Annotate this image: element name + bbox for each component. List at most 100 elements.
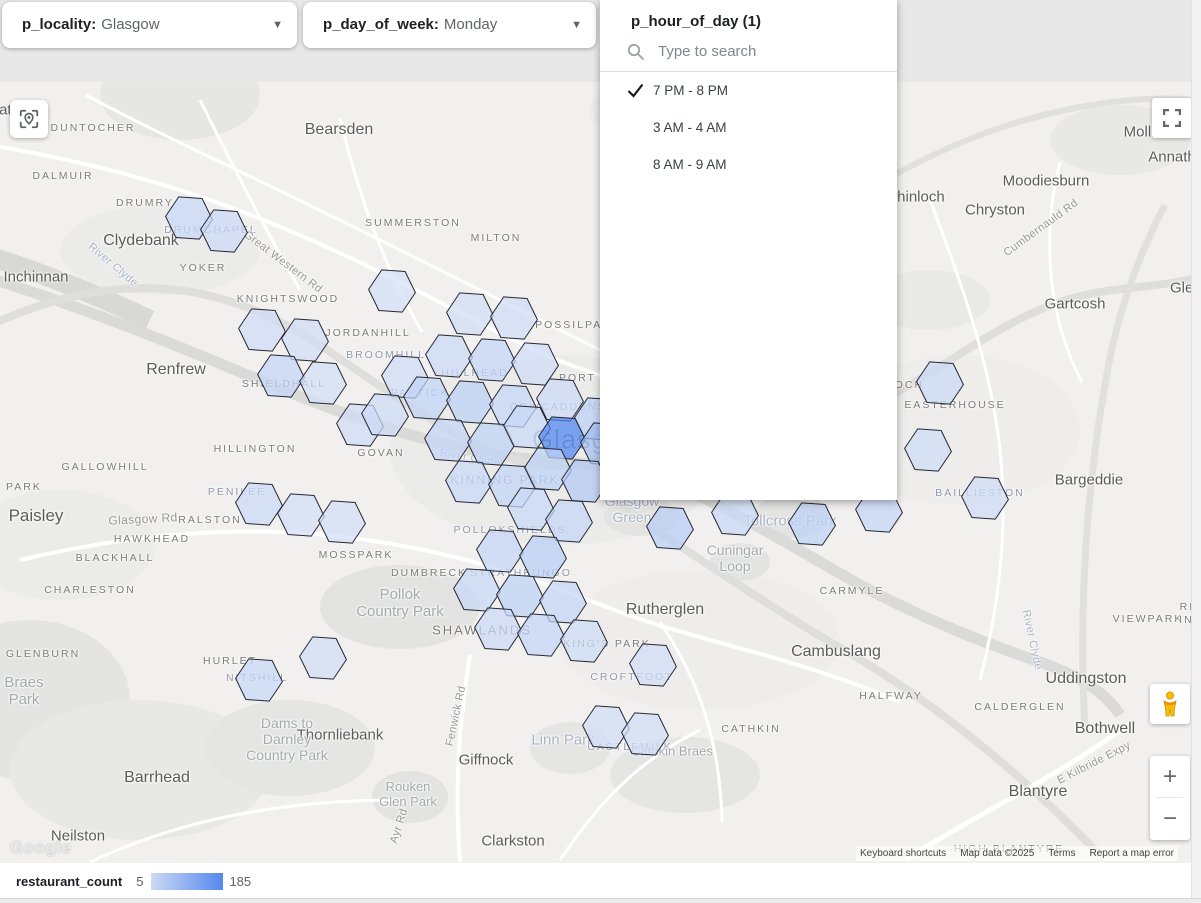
map-label: CHARLESTON xyxy=(44,584,136,596)
map-label: HILLINGTON xyxy=(213,443,297,455)
vertical-scrollbar[interactable] xyxy=(1191,0,1201,903)
zoom-out-button[interactable]: − xyxy=(1162,804,1177,832)
map-label: Rouken Glen Park xyxy=(379,779,437,809)
map-label: River Clyde xyxy=(438,446,502,470)
fullscreen-icon xyxy=(1163,109,1181,127)
map-label: DUNTOCHER xyxy=(50,122,136,134)
map-label: Gartcosh xyxy=(1044,295,1106,313)
panel-divider xyxy=(600,71,897,72)
map-background xyxy=(0,0,1192,863)
map-label: Glenboig xyxy=(1169,279,1192,297)
map-label: DUMBRECK xyxy=(390,567,468,579)
map-label: Annathill xyxy=(1148,148,1192,166)
filter-locality-sep: : xyxy=(91,16,97,33)
check-icon xyxy=(627,83,653,98)
search-input[interactable] xyxy=(656,42,860,61)
map-label: DALMUIR xyxy=(32,170,94,182)
report-error-link[interactable]: Report a map error xyxy=(1089,848,1174,859)
filter-locality[interactable]: p_locality: Glasgow ▼ xyxy=(2,2,297,48)
hour-option-label: 8 AM - 9 AM xyxy=(653,157,727,172)
filter-day-sep: : xyxy=(433,16,439,33)
hour-option-1[interactable]: 3 AM - 4 AM xyxy=(600,109,897,146)
map-label: HURLET xyxy=(202,655,258,667)
map-label: VIEWPARK xyxy=(1112,613,1184,625)
map-label: E PARK xyxy=(6,481,42,493)
map-label: Great Western Rd xyxy=(241,228,325,296)
map-attribution: Keyboard shortcuts Map data ©2025 Terms … xyxy=(856,846,1178,861)
map-label: RALSTON xyxy=(178,514,242,526)
map-label: CATHKIN xyxy=(721,723,781,735)
map-label: PENILEE xyxy=(207,486,267,498)
map-label: Pollok Country Park xyxy=(356,586,444,620)
map-label: STRATHBUNGO xyxy=(470,567,572,579)
filter-locality-value: Glasgow xyxy=(101,16,160,33)
pegman-button[interactable] xyxy=(1150,684,1190,724)
filter-day-label: p_day_of_week xyxy=(323,16,434,33)
map-label: SHIELDHALL xyxy=(241,378,327,390)
map-label: KING'S PARK xyxy=(563,638,651,650)
panel-search-row xyxy=(600,30,897,71)
map-label: Cathkin Braes xyxy=(631,743,713,759)
map-label: Giffnock xyxy=(458,751,514,769)
map-label: Uddingston xyxy=(1045,670,1127,687)
map-label: SUMMERSTON xyxy=(365,217,461,229)
map-label: Blantyre xyxy=(1008,783,1068,800)
map-label: CASTLEMILK xyxy=(587,741,673,753)
map-label: HAWKHEAD xyxy=(113,533,191,545)
map-label: Chryston xyxy=(964,201,1026,219)
map-data-text: Map data ©2025 xyxy=(960,848,1035,859)
map-label: PARTICK xyxy=(390,387,450,399)
map-label: CARMYLE xyxy=(819,585,885,597)
map-label: CROFTFOOT xyxy=(590,671,674,683)
map-label: KNIGHTSWOOD xyxy=(236,293,340,305)
map-label: DRUMCHAPEL xyxy=(164,224,258,236)
map-label: MOSSPARK xyxy=(318,549,394,561)
filter-locality-label: p_locality xyxy=(22,16,92,33)
map-label: River Clyde xyxy=(85,240,141,290)
map-label: Glasgow Rd xyxy=(107,510,179,528)
map-label: Tollcross Park xyxy=(743,512,837,530)
terms-link[interactable]: Terms xyxy=(1048,848,1076,859)
map-canvas[interactable]: ati Bearsden Clydebank Inchinnan Renfrew Pais… xyxy=(0,0,1192,863)
zoom-divider xyxy=(1157,797,1183,798)
map-label: GALLOWHILL xyxy=(61,461,149,473)
hour-option-0[interactable]: 7 PM - 8 PM xyxy=(600,72,897,109)
filter-day-of-week[interactable]: p_day_of_week: Monday ▼ xyxy=(303,2,596,48)
map-label: Ayr Rd xyxy=(387,807,411,845)
map-label: Barrhead xyxy=(124,769,190,786)
map-label: GLENBURN xyxy=(5,648,81,660)
map-label: Clarkston xyxy=(481,832,545,850)
map-label: NITSHILL xyxy=(225,672,289,684)
map-label: DRUMRY xyxy=(116,197,174,209)
map-label: Moodiesburn xyxy=(1002,172,1090,190)
map-label: COWCADDENS xyxy=(509,401,607,413)
panel-title: p_hour_of_day (1) xyxy=(631,13,762,30)
pegman-icon xyxy=(1163,691,1177,717)
fullscreen-button[interactable] xyxy=(1152,98,1192,138)
map-label: River Clyde xyxy=(1019,608,1045,672)
map-label: Braes Park xyxy=(4,674,44,708)
hour-option-label: 3 AM - 4 AM xyxy=(653,120,727,135)
map-label: Cambuslang xyxy=(791,643,881,660)
zoom-in-button[interactable]: + xyxy=(1162,762,1177,790)
map-label: SHAWLANDS xyxy=(432,622,532,638)
map-label: Bearsden xyxy=(304,121,374,138)
map-label: EASTERHOUSE xyxy=(904,399,1006,411)
chevron-down-icon: ▼ xyxy=(571,19,582,31)
google-logo[interactable]: Google xyxy=(10,838,72,857)
location-pin-icon xyxy=(19,109,39,129)
hour-option-2[interactable]: 8 AM - 9 AM xyxy=(600,146,897,183)
my-location-button[interactable] xyxy=(10,100,48,138)
map-label: CALDERGLEN xyxy=(974,701,1066,713)
map-label: Thornliebank xyxy=(296,726,384,744)
hour-of-day-panel: p_hour_of_day (1) 7 PM - 8 PM 3 AM - 4 AM… xyxy=(600,0,897,500)
map-label: Cuningar Loop xyxy=(706,542,764,574)
horizontal-scrollbar[interactable] xyxy=(0,898,1201,903)
map-label: Clydebank xyxy=(103,232,179,249)
chevron-down-icon: ▼ xyxy=(272,19,283,31)
map-label: Linn Park xyxy=(531,731,595,749)
map-label: YOKER xyxy=(179,262,227,274)
keyboard-shortcuts-link[interactable]: Keyboard shortcuts xyxy=(860,848,947,859)
map-label: HILLHEAD xyxy=(441,367,509,379)
hour-option-label: 7 PM - 8 PM xyxy=(653,83,729,98)
